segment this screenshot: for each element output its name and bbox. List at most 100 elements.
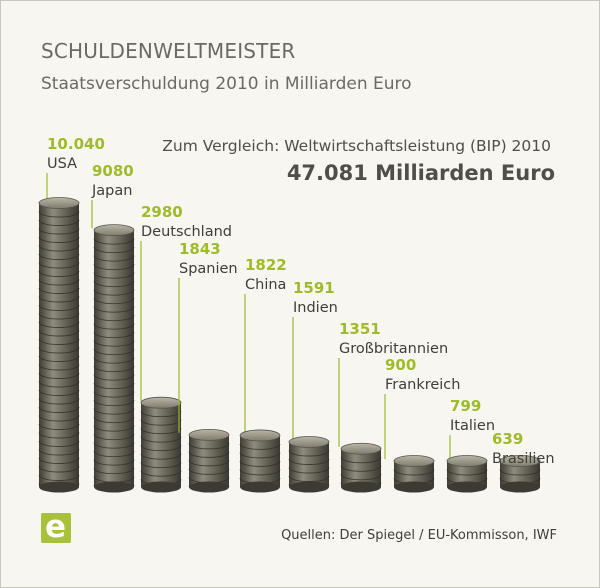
coin-edge <box>38 347 80 354</box>
value-label: 1351 <box>339 320 381 338</box>
coin-top <box>188 428 230 441</box>
stack-body <box>94 230 134 487</box>
coin-edge <box>38 211 80 218</box>
coin-edge <box>140 470 182 477</box>
coin-edge <box>38 474 80 481</box>
value-label: 2980 <box>141 203 183 221</box>
coin-edge <box>93 289 135 296</box>
coin-edge <box>93 349 135 356</box>
category-label: China <box>245 277 286 293</box>
coin-edge <box>38 355 80 362</box>
coin-edge <box>140 445 182 452</box>
coin-edge <box>93 306 135 313</box>
category-label: Spanien <box>179 261 238 277</box>
publisher-logo: e <box>41 509 71 545</box>
coin-top <box>93 224 135 237</box>
coin-stack <box>446 435 488 493</box>
coin-edge <box>239 469 281 476</box>
coin-edge <box>140 436 182 443</box>
coin-edge <box>188 451 230 458</box>
coin-edge <box>38 219 80 226</box>
coin-edge <box>38 296 80 303</box>
coin-edge <box>93 400 135 407</box>
coin-stack <box>288 317 330 493</box>
coin-edge <box>93 357 135 364</box>
coin-edge <box>93 264 135 271</box>
coin-edge <box>340 465 382 472</box>
coin-edge <box>239 460 281 467</box>
coin-edge <box>288 450 330 457</box>
coin-edge <box>93 459 135 466</box>
coin-edge <box>38 457 80 464</box>
value-label: 1843 <box>179 240 221 258</box>
coin-edge <box>38 364 80 371</box>
value-label: 1822 <box>245 256 287 274</box>
coin-edge <box>140 453 182 460</box>
coin-edge <box>188 468 230 475</box>
coin-top <box>446 455 488 467</box>
category-label: USA <box>47 156 77 172</box>
value-label: 799 <box>450 397 481 415</box>
value-label: 1591 <box>293 279 335 297</box>
stack-base <box>394 481 434 493</box>
coin-edge <box>38 415 80 422</box>
stack-base <box>189 481 229 493</box>
coin-edge <box>140 462 182 469</box>
coin-edge <box>93 442 135 449</box>
coin-stack <box>178 278 230 493</box>
coin-top <box>499 455 541 467</box>
coin-edge <box>239 443 281 450</box>
value-label: 10.040 <box>47 135 105 153</box>
coin-edge <box>38 236 80 243</box>
coin-edge <box>340 474 382 481</box>
coin-top <box>288 436 330 448</box>
category-label: Brasilien <box>492 451 555 467</box>
coin-edge <box>93 374 135 381</box>
stack-base <box>447 481 487 493</box>
coin-edge <box>188 460 230 467</box>
coin-edge <box>38 381 80 388</box>
coin-edge <box>38 245 80 252</box>
coin-edge <box>93 425 135 432</box>
coin-edge <box>93 408 135 415</box>
value-label: 900 <box>385 356 416 374</box>
stack-body <box>189 434 229 487</box>
stack-base <box>341 481 381 493</box>
coin-edge <box>93 391 135 398</box>
coin-edge <box>93 238 135 245</box>
category-label: Großbritannien <box>339 341 448 357</box>
coin-edge <box>93 281 135 288</box>
coin-edge <box>38 449 80 456</box>
category-label: Deutschland <box>141 224 232 240</box>
coin-edge <box>93 255 135 262</box>
stack-base <box>289 481 329 493</box>
coin-edge <box>340 457 382 464</box>
coin-edge <box>93 451 135 458</box>
coin-edge <box>446 469 488 476</box>
coin-stack <box>91 200 135 493</box>
stack-body <box>341 448 381 487</box>
coin-stack <box>338 358 382 493</box>
coin-edge <box>93 366 135 373</box>
coin-stack <box>38 173 80 493</box>
coin-stack <box>499 455 541 493</box>
coin-edge <box>93 315 135 322</box>
page-title: SCHULDENWELTMEISTER <box>41 39 296 63</box>
coin-edge <box>38 279 80 286</box>
category-label: Frankreich <box>385 377 460 393</box>
coin-edge <box>38 304 80 311</box>
stack-body <box>240 435 280 487</box>
category-label: Italien <box>450 418 495 434</box>
comparison-label: Zum Vergleich: Weltwirtschaftsleistung (… <box>162 137 551 155</box>
coin-edge <box>38 372 80 379</box>
coin-edge <box>93 417 135 424</box>
coin-edge <box>38 270 80 277</box>
coin-edge <box>93 323 135 330</box>
coin-edge <box>38 432 80 439</box>
coin-edge <box>393 469 435 476</box>
coin-top <box>239 429 281 442</box>
coin-stack <box>384 394 435 493</box>
comparison-value: 47.081 Milliarden Euro <box>286 161 555 185</box>
